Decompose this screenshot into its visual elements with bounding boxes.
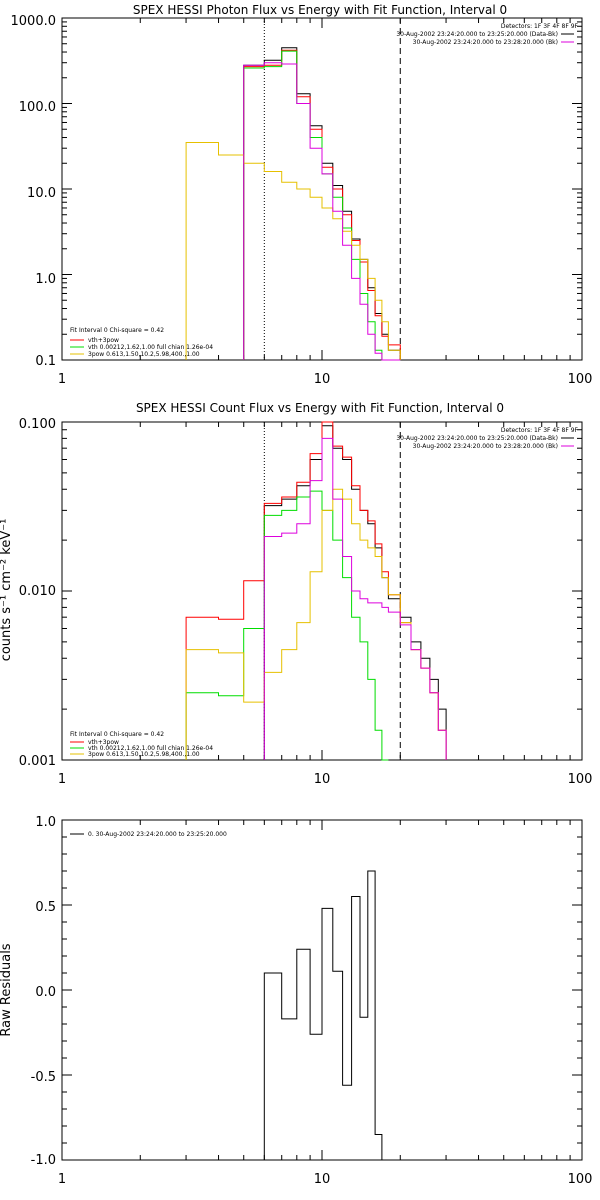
panel1-xtick-1: 1 bbox=[58, 372, 66, 387]
panel1-data-interval: 30-Aug-2002 23:24:20.000 to 23:25:20.000… bbox=[396, 31, 558, 38]
panel2-data-interval: 30-Aug-2002 23:24:20.000 to 23:25:20.000… bbox=[396, 435, 558, 442]
panel3-ytick-m0.5: -0.5 bbox=[31, 1070, 56, 1085]
count-flux-panel: SPEX HESSI Count Flux vs Energy with Fit… bbox=[0, 401, 592, 787]
panel2-ylabel: counts s⁻¹ cm⁻² keV⁻¹ bbox=[0, 519, 14, 662]
panel3-ytick-0.0: 0.0 bbox=[35, 985, 56, 1000]
panel1-ytick-10: 10.0 bbox=[27, 186, 56, 201]
panel1-xtick-100: 100 bbox=[568, 372, 593, 387]
panel2-info: Detectors: 1F 3F 4F 8F 9F 30-Aug-2002 23… bbox=[396, 427, 578, 450]
panel2-ytick-0.100: 0.100 bbox=[19, 417, 56, 432]
panel1-ytick-1: 1.0 bbox=[35, 272, 56, 287]
panel3-xtick-1: 1 bbox=[58, 1172, 66, 1187]
residuals-panel: 1.0 0.5 0.0 -0.5 -1.0 1 10 100 Raw Resid… bbox=[0, 815, 592, 1187]
panel3-yticklabels: 1.0 0.5 0.0 -0.5 -1.0 bbox=[31, 815, 56, 1168]
panel3-xtick-10: 10 bbox=[314, 1172, 331, 1187]
panel2-series bbox=[185, 421, 447, 761]
panel2-xtick-100: 100 bbox=[568, 772, 593, 787]
panel3-legend: 0. 30-Aug-2002 23:24:20.000 to 23:25:20.… bbox=[70, 831, 227, 838]
panel2-yticklabels: 0.100 0.010 0.001 bbox=[19, 417, 56, 769]
panel3-ytick-1.0: 1.0 bbox=[35, 815, 56, 830]
series-model bbox=[263, 437, 447, 760]
series-0-30-aug-2002-23-24-20-000-to-23-25-20-000 bbox=[263, 870, 401, 1161]
panel1-bk-interval: 30-Aug-2002 23:24:20.000 to 23:28:20.000… bbox=[413, 39, 558, 46]
panel2-xtick-1: 1 bbox=[58, 772, 66, 787]
panel1-yticklabels: 1000.0 100.0 10.0 1.0 0.1 bbox=[11, 14, 57, 369]
panel2-legend-pow: 3pow 0.613,1.50,10.2,5.98,400.,1.00 bbox=[88, 751, 200, 758]
panel2-ytick-0.001: 0.001 bbox=[19, 754, 56, 769]
panel3-xticklabels: 1 10 100 bbox=[58, 1172, 593, 1187]
series-data bbox=[263, 425, 447, 760]
panel1-xticklabels: 1 10 100 bbox=[58, 372, 593, 387]
panel1-info: Detectors: 1F 3F 4F 8F 9F 30-Aug-2002 23… bbox=[396, 23, 578, 46]
panel3-ylabel: Raw Residuals bbox=[0, 943, 14, 1036]
panel1-legend-vth: vth 0.00212,1.62,1.00 full chian 1.26e-0… bbox=[88, 344, 213, 351]
panel2-bk-interval: 30-Aug-2002 23:24:20.000 to 23:28:20.000… bbox=[413, 443, 558, 450]
panel2-detectors: Detectors: 1F 3F 4F 8F 9F bbox=[501, 427, 579, 434]
panel1-series bbox=[185, 18, 401, 361]
panel2-axes bbox=[61, 421, 583, 761]
panel1-legend-fit: Fit Interval 0 Chi-square = 0.42 bbox=[70, 327, 164, 334]
panel3-legend-label: 0. 30-Aug-2002 23:24:20.000 to 23:25:20.… bbox=[88, 831, 227, 838]
panel2-legend-vth: vth 0.00212,1.62,1.00 full chian 1.26e-0… bbox=[88, 745, 213, 752]
series-vth bbox=[185, 490, 389, 761]
panel1-frame bbox=[61, 17, 583, 361]
panel1-xtick-10: 10 bbox=[314, 372, 331, 387]
panel1-ytick-1000: 1000.0 bbox=[11, 14, 57, 29]
panel1-ytick-0.1: 0.1 bbox=[35, 354, 56, 369]
panel2-title: SPEX HESSI Count Flux vs Energy with Fit… bbox=[136, 401, 504, 415]
panel2-legend-total: vth+3pow bbox=[88, 739, 119, 746]
panel1-legend-pow: 3pow 0.613,1.50,10.2,5.98,400.,1.00 bbox=[88, 351, 200, 358]
photon-flux-panel: SPEX HESSI Photon Flux vs Energy with Fi… bbox=[11, 3, 593, 387]
panel1-legend: Fit Interval 0 Chi-square = 0.42 vth+3po… bbox=[70, 327, 213, 358]
panel3-xtick-100: 100 bbox=[568, 1172, 593, 1187]
series-3pow bbox=[185, 142, 401, 360]
panel1-axes bbox=[61, 17, 583, 361]
panel3-series bbox=[263, 870, 401, 1161]
panel1-detectors: Detectors: 1F 3F 4F 8F 9F bbox=[501, 23, 579, 30]
panel2-xtick-10: 10 bbox=[314, 772, 331, 787]
panel2-ytick-0.010: 0.010 bbox=[19, 584, 56, 599]
panel1-title: SPEX HESSI Photon Flux vs Energy with Fi… bbox=[133, 3, 507, 17]
panel2-legend-fit: Fit Interval 0 Chi-square = 0.42 bbox=[70, 731, 164, 738]
series-vth-3pow bbox=[185, 421, 447, 760]
panel2-legend: Fit Interval 0 Chi-square = 0.42 vth+3po… bbox=[70, 731, 213, 758]
panel3-ytick-0.5: 0.5 bbox=[35, 900, 56, 915]
series-model bbox=[243, 62, 401, 361]
panel1-ytick-100: 100.0 bbox=[19, 100, 56, 115]
panel3-ytick-m1.0: -1.0 bbox=[31, 1153, 56, 1168]
panel2-xticklabels: 1 10 100 bbox=[58, 772, 593, 787]
panel1-legend-total: vth+3pow bbox=[88, 337, 119, 344]
